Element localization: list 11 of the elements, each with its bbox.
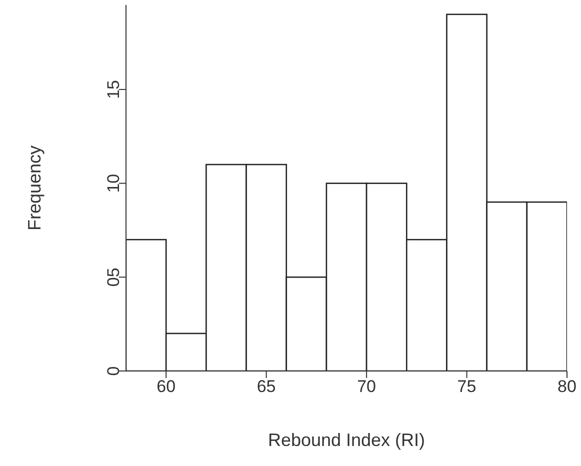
y-tick-label: 10 [104,174,124,193]
y-tick-label: 0 [104,366,124,376]
x-axis-title: Rebound Index (RI) [268,430,426,450]
y-tick-label: 05 [104,268,124,287]
y-axis-title: Frequency [24,145,44,231]
y-tick-label: 15 [104,80,124,99]
x-tick-label: 75 [457,377,476,396]
x-tick-label: 60 [156,377,176,396]
x-tick-label: 70 [357,377,376,396]
x-tick-label: 65 [256,377,276,396]
x-tick-label: 80 [558,377,576,396]
